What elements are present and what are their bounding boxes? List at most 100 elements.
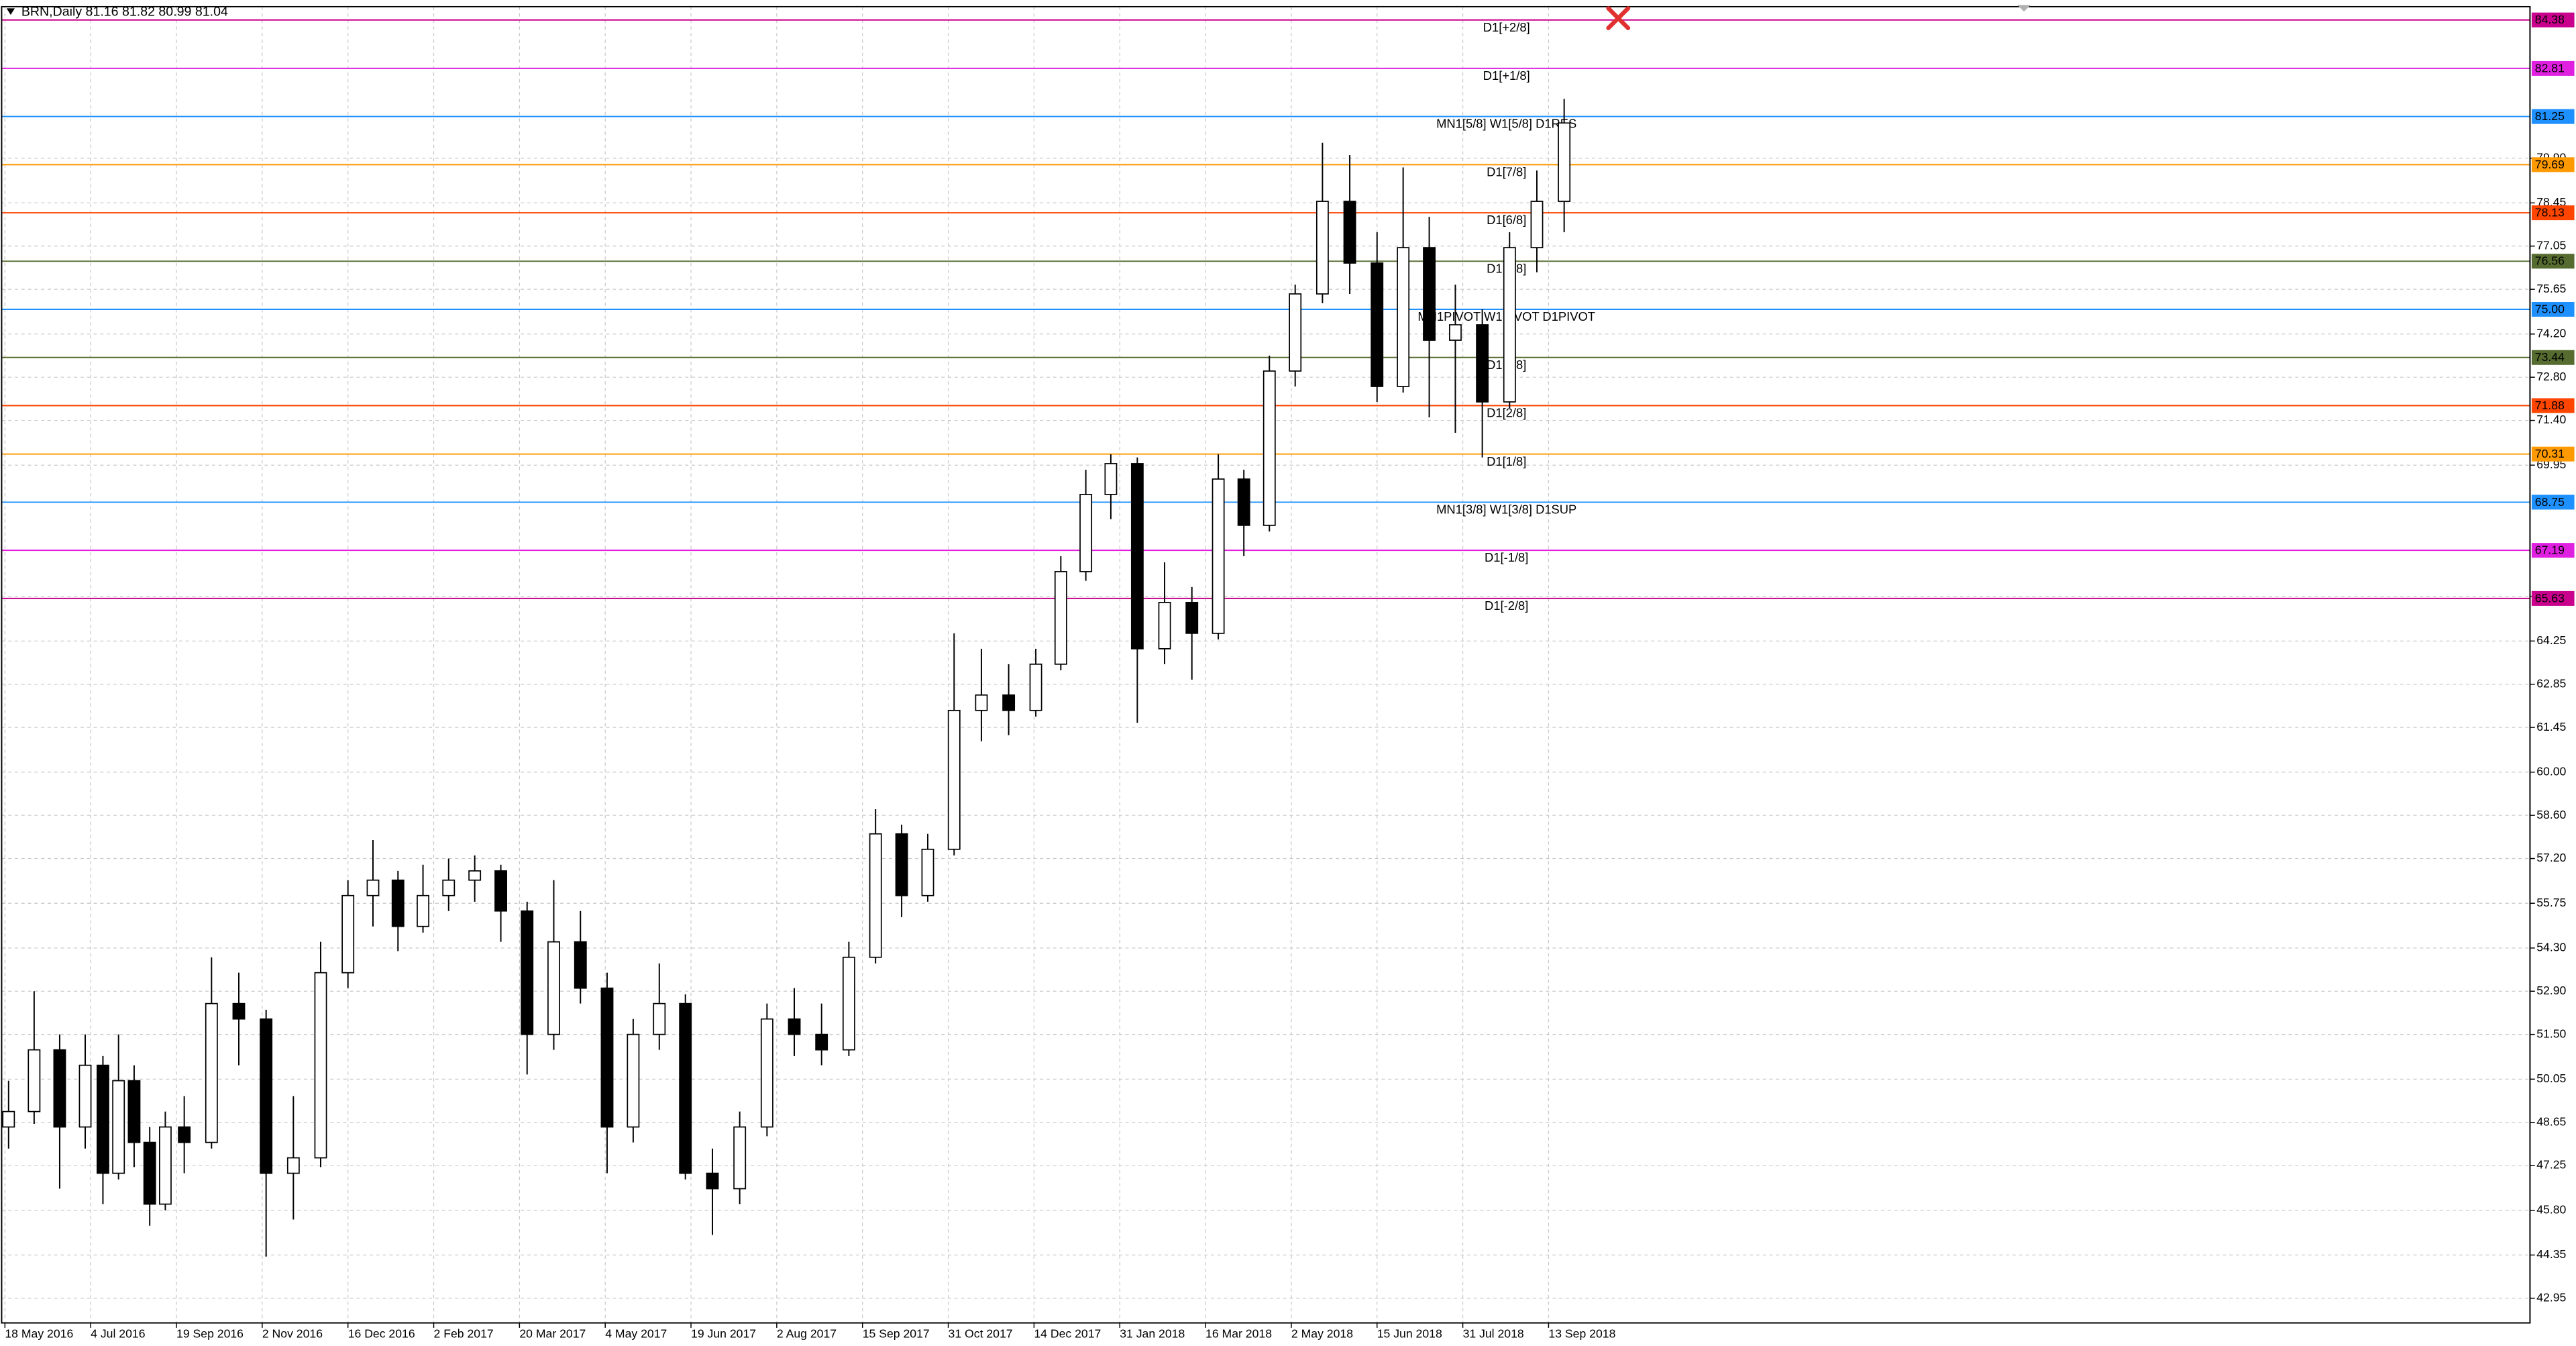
y-tick-label: 54.30 [2536, 941, 2566, 954]
candle-body [1558, 122, 1571, 202]
scroll-marker [2017, 5, 2031, 12]
candle-body [1397, 247, 1410, 387]
level-price-tag [2531, 590, 2575, 606]
candle-body [521, 910, 534, 1035]
candle-body [1476, 324, 1489, 403]
candle-body [1158, 602, 1171, 650]
candle-body [574, 941, 587, 989]
level-label: MN1[5/8] W1[5/8] D1RES [1436, 117, 1576, 131]
level-price-label: 82.81 [2535, 61, 2565, 74]
candle-body [28, 1049, 41, 1112]
level-price-tag [2531, 495, 2575, 510]
candle-body [178, 1126, 191, 1143]
menu-triangle[interactable] [6, 8, 15, 15]
y-tick-label: 72.80 [2536, 370, 2566, 383]
candle-body [679, 1002, 692, 1174]
candle-body [1263, 370, 1276, 526]
candle-body [314, 972, 327, 1159]
candle-body [1371, 262, 1384, 387]
y-tick-label: 44.35 [2536, 1247, 2566, 1261]
y-tick-label: 42.95 [2536, 1290, 2566, 1304]
candle-body [1002, 694, 1016, 711]
candle-body [1029, 663, 1042, 711]
level-price-label: 68.75 [2535, 495, 2565, 509]
candle-body [1130, 463, 1144, 650]
level-label: D1[+2/8] [1483, 20, 1530, 34]
candle-body [1237, 478, 1250, 526]
candle-body [53, 1049, 66, 1128]
level-price-label: 70.31 [2535, 447, 2565, 460]
x-tick-label: 2 Nov 2016 [262, 1327, 323, 1340]
candle-body [653, 1002, 666, 1035]
candle-body [1212, 478, 1225, 634]
x-tick-label: 4 Jul 2016 [91, 1327, 146, 1340]
level-price-label: 67.19 [2535, 543, 2565, 557]
level-price-tag [2531, 12, 2575, 28]
candle-body [286, 1157, 300, 1174]
x-tick-label: 2 May 2018 [1291, 1327, 1353, 1340]
candles [2, 99, 1571, 1257]
candle-body [158, 1126, 172, 1205]
candle-body [706, 1172, 719, 1190]
level-label: D1[6/8] [1487, 213, 1526, 227]
candle-body [1316, 201, 1329, 295]
level-price-label: 76.56 [2535, 254, 2565, 268]
level-price-tag [2531, 350, 2575, 365]
x-tick-label: 14 Dec 2017 [1034, 1327, 1101, 1340]
y-tick-label: 62.85 [2536, 676, 2566, 690]
candle-body [815, 1033, 828, 1051]
level-price-tag [2531, 543, 2575, 558]
y-tick-label: 71.40 [2536, 413, 2566, 426]
y-tick-label: 50.05 [2536, 1072, 2566, 1085]
y-tick-label: 55.75 [2536, 896, 2566, 909]
level-price-tag [2531, 157, 2575, 172]
y-tick-label: 75.65 [2536, 282, 2566, 295]
x-tick-label: 13 Sep 2018 [1548, 1327, 1615, 1340]
x-tick-label: 4 May 2017 [605, 1327, 667, 1340]
x-tick-label: 16 Mar 2018 [1205, 1327, 1272, 1340]
level-label: D1[-2/8] [1485, 599, 1528, 613]
level-price-label: 65.63 [2535, 591, 2565, 605]
candle-body [1343, 201, 1356, 264]
candle-body [1054, 571, 1067, 665]
level-label: D1[+1/8] [1483, 68, 1530, 83]
x-tick-label: 2 Feb 2017 [434, 1327, 494, 1340]
candle-body [869, 833, 882, 958]
x-tick-label: 20 Mar 2017 [519, 1327, 586, 1340]
level-price-tag [2531, 205, 2575, 221]
y-tick-label: 57.20 [2536, 851, 2566, 864]
chart-header: BRN,Daily 81.16 81.82 80.99 81.04 [21, 5, 228, 19]
y-tick-label: 47.25 [2536, 1158, 2566, 1172]
axes: 42.95 44.35 45.80 47.25 48.65 50.05 51.50 52.90… [4, 12, 2575, 1340]
y-tick-label: 48.65 [2536, 1115, 2566, 1128]
x-tick-label: 31 Jan 2018 [1120, 1327, 1185, 1340]
candle-body [600, 987, 614, 1128]
candle-body [760, 1018, 773, 1128]
candle-body [494, 870, 508, 912]
candle-body [97, 1064, 109, 1174]
close-icon[interactable] [1606, 6, 1631, 30]
x-tick-label: 16 Dec 2016 [348, 1327, 415, 1340]
y-tick-label: 51.50 [2536, 1027, 2566, 1040]
level-price-tag [2531, 446, 2575, 462]
level-price-tag [2531, 60, 2575, 76]
x-tick-label: 2 Aug 2017 [777, 1327, 837, 1340]
candle-body [895, 833, 908, 896]
y-tick-label: 77.05 [2536, 238, 2566, 252]
candle-body [127, 1080, 141, 1143]
x-tick-label: 31 Oct 2017 [949, 1327, 1013, 1340]
candle-body [205, 1002, 218, 1143]
y-tick-label: 58.60 [2536, 808, 2566, 821]
candle-body [947, 709, 961, 850]
candle-body [921, 848, 934, 896]
level-price-label: 79.69 [2535, 158, 2565, 171]
x-tick-label: 15 Sep 2017 [863, 1327, 930, 1340]
candle-body [417, 894, 429, 927]
y-tick-label: 74.20 [2536, 326, 2566, 340]
level-price-label: 81.25 [2535, 109, 2565, 123]
y-tick-label: 78.45 [2536, 195, 2566, 209]
level-price-label: 71.88 [2535, 399, 2565, 412]
level-price-label: 73.44 [2535, 350, 2565, 364]
candle-body [1104, 463, 1118, 495]
